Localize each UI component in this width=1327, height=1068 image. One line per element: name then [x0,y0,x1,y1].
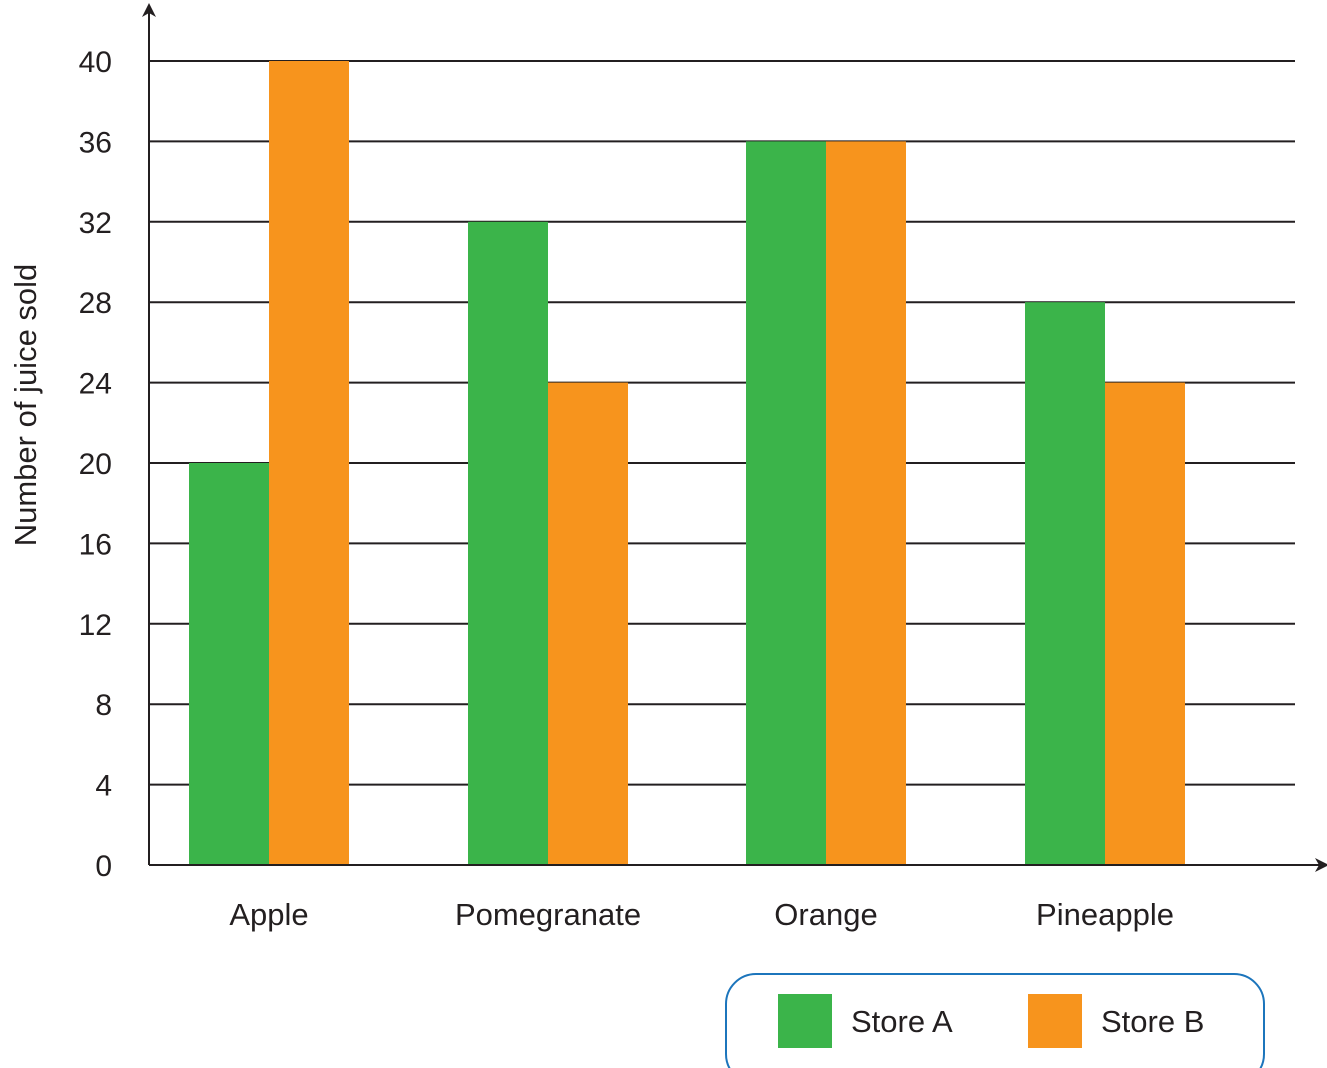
x-category-label-orange: Orange [774,897,877,932]
legend-swatch-store-a [778,994,832,1048]
axes [142,3,1327,872]
legend: Store A Store B [725,973,1265,1068]
y-tick-label-20: 20 [79,448,112,481]
legend-label-store-a: Store A [851,1004,953,1039]
x-category-label-pineapple: Pineapple [1036,897,1174,932]
y-axis-title: Number of juice sold [8,264,43,547]
bar-pomegranate-store-a [468,221,548,866]
y-tick-label-28: 28 [79,287,112,320]
bar-orange-store-b [826,141,906,865]
y-tick-label-40: 40 [79,46,112,79]
legend-label-store-b: Store B [1101,1004,1204,1039]
x-category-labels: Apple Pomegranate Orange Pineapple [229,897,1174,932]
bar-pineapple-store-a [1025,302,1105,865]
bar-apple-store-a [189,463,269,865]
y-tick-label-4: 4 [95,770,112,803]
y-tick-label-0: 0 [95,850,112,883]
y-tick-label-36: 36 [79,126,112,159]
y-tick-labels: 0 4 8 12 16 20 24 28 32 36 40 [79,46,112,883]
legend-swatch-store-b [1028,994,1082,1048]
bar-pomegranate-store-b [548,382,628,865]
bars [189,61,1185,866]
bar-apple-store-b [269,61,349,865]
y-tick-label-8: 8 [95,689,112,722]
y-tick-label-12: 12 [79,609,112,642]
legend-box [725,973,1265,1068]
y-tick-label-32: 32 [79,207,112,240]
bar-pineapple-store-b [1105,382,1185,865]
y-tick-label-16: 16 [79,528,112,561]
x-category-label-pomegranate: Pomegranate [455,897,641,932]
y-tick-label-24: 24 [79,368,112,401]
bar-orange-store-a [746,141,826,865]
x-category-label-apple: Apple [229,897,308,932]
